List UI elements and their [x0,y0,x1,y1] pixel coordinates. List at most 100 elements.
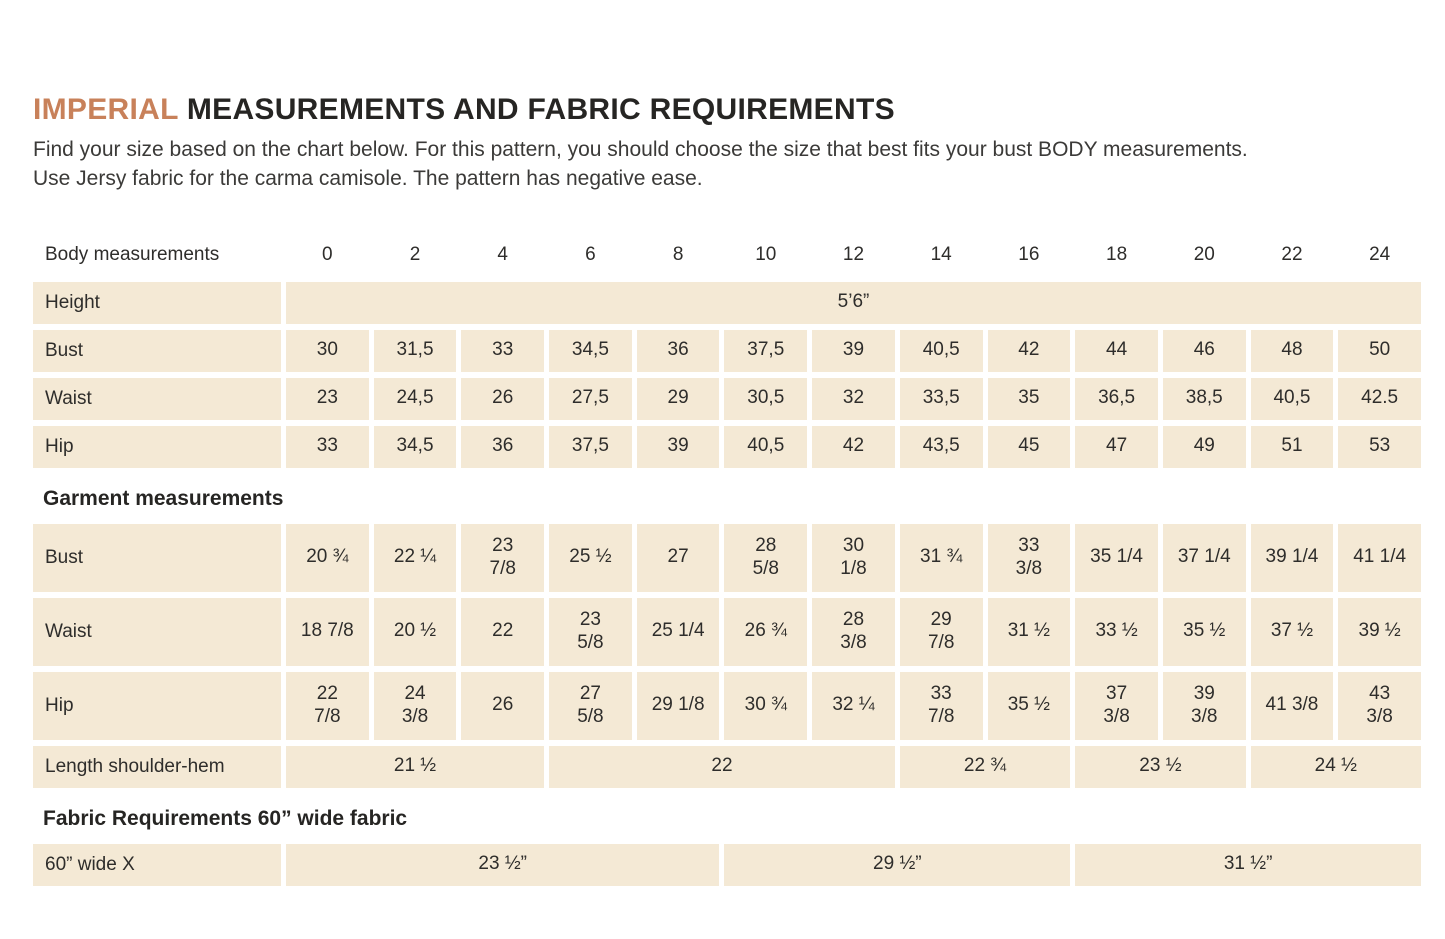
table-cell: 37 3/8 [1075,671,1158,740]
table-cell: 25 ½ [549,523,632,592]
table-cell: 31,5 [373,329,457,372]
table-cell: 36 [461,425,545,468]
table-cell: 5’6” [286,281,1421,324]
table-cell: 22 ¾ [899,745,1071,788]
table-row: Bust 20 ¾ 22 ¼ 23 7/8 25 ½ 27 28 5/8 30 1/8 31 ¾… [33,523,1421,592]
table-cell: 40,5 [724,425,808,468]
table-cell: 42.5 [1338,377,1421,420]
table-cell: 29 7/8 [899,597,983,666]
size-column-header: 10 [755,243,777,265]
table-cell: 27,5 [549,377,632,420]
table-row: Waist 23 24,5 26 27,5 29 30,5 32 33,5 35 36,5 38,5 4… [33,377,1421,420]
table-cell: 28 3/8 [812,597,895,666]
table-cell: 26 [461,377,545,420]
table-cell: 53 [1338,425,1421,468]
table-cell: 49 [1162,425,1246,468]
table-cell: 35 ½ [1162,597,1246,666]
table-row: Length shoulder-hem 21 ½ 22 22 ¾ 23 ½ 24 ½ [33,745,1421,788]
subtitle-line-1: Find your size based on the chart below.… [33,137,1248,161]
table-cell: 42 [812,425,895,468]
table-cell: 51 [1250,425,1334,468]
row-label: Waist [33,597,281,666]
table-cell: 32 [812,377,895,420]
table-cell: 28 5/8 [724,523,808,592]
table-cell: 23 7/8 [461,523,545,592]
table-cell: 26 ¾ [724,597,808,666]
table-cell: 22 [461,597,545,666]
table-cell: 23 ½ [1075,745,1246,788]
table-cell: 33 7/8 [899,671,983,740]
size-chart-table: Body measurements 0 2 4 6 8 10 12 14 16 18 20 22 24 He… [33,237,1421,886]
table-cell: 37,5 [549,425,632,468]
row-label: Bust [33,329,281,372]
table-cell: 47 [1075,425,1158,468]
page-title: IMPERIAL MEASUREMENTS AND FABRIC REQUIRE… [33,94,1421,126]
table-row: Hip 22 7/8 24 3/8 26 27 5/8 29 1/8 30 ¾ 32 ¼ 33 … [33,671,1421,740]
row-label: Bust [33,523,281,592]
size-column-header: 4 [497,243,508,265]
table-row: Bust 30 31,5 33 34,5 36 37,5 39 40,5 42 44 46 48 50 [33,329,1421,372]
table-cell: 41 3/8 [1250,671,1334,740]
table-cell: 33 ½ [1075,597,1158,666]
table-cell: 36 [636,329,720,372]
table-cell: 20 ½ [373,597,457,666]
size-column-header: 0 [322,243,333,265]
table-cell: 22 ¼ [373,523,457,592]
table-cell: 33,5 [899,377,983,420]
row-label: Height [33,281,281,324]
table-cell: 30 ¾ [724,671,808,740]
size-column-header: 22 [1281,243,1303,265]
title-accent: IMPERIAL [33,93,179,126]
table-cell: 21 ½ [286,745,545,788]
table-cell: 18 7/8 [286,597,369,666]
table-cell: 44 [1075,329,1158,372]
table-cell: 35 [987,377,1071,420]
table-row: Waist 18 7/8 20 ½ 22 23 5/8 25 1/4 26 ¾ 28 3/8 2… [33,597,1421,666]
table-cell: 27 5/8 [549,671,632,740]
subtitle-line-2: Use Jersy fabric for the carma camisole.… [33,166,703,190]
size-column-header: 2 [409,243,421,265]
table-cell: 50 [1338,329,1421,372]
table-cell: 35 ½ [987,671,1071,740]
table-cell: 34,5 [373,425,457,468]
table-cell: 41 1/4 [1338,523,1421,592]
table-cell: 37 ½ [1250,597,1334,666]
table-cell: 30 [286,329,369,372]
size-column-header: 8 [672,243,684,265]
table-cell: 23 ½” [286,843,720,886]
table-row: 60” wide X 23 ½” 29 ½” 31 ½” [33,843,1421,886]
table-cell: 34,5 [549,329,632,372]
size-column-header: 6 [585,243,596,265]
row-label: Hip [33,425,281,468]
table-cell: 40,5 [1250,377,1334,420]
table-cell: 32 ¼ [812,671,895,740]
table-cell: 37 1/4 [1162,523,1246,592]
row-label: 60” wide X [33,843,281,886]
table-cell: 36,5 [1075,377,1158,420]
body-measurements-label: Body measurements [45,243,220,265]
table-cell: 29 1/8 [636,671,720,740]
page-subtitle: Find your size based on the chart below.… [33,135,1421,193]
table-cell: 35 1/4 [1075,523,1158,592]
table-cell: 29 ½” [724,843,1071,886]
table-row: Hip 33 34,5 36 37,5 39 40,5 42 43,5 45 47 49 51 53 [33,425,1421,468]
table-cell: 43 3/8 [1338,671,1421,740]
row-label: Length shoulder-hem [33,745,281,788]
table-cell: 25 1/4 [636,597,720,666]
table-cell: 33 3/8 [987,523,1071,592]
table-cell: 31 ¾ [899,523,983,592]
title-rest: MEASUREMENTS AND FABRIC REQUIREMENTS [178,93,895,126]
table-cell: 33 [461,329,545,372]
section-title: Fabric Requirements 60” wide fabric [43,806,408,830]
row-label: Hip [33,671,281,740]
table-cell: 23 5/8 [549,597,632,666]
row-label: Waist [33,377,281,420]
table-cell: 40,5 [899,329,983,372]
table-cell: 39 1/4 [1250,523,1334,592]
table-cell: 38,5 [1162,377,1246,420]
table-cell: 29 [636,377,720,420]
table-cell: 31 ½” [1075,843,1421,886]
table-cell: 31 ½ [987,597,1071,666]
size-column-header: 12 [842,243,865,265]
table-cell: 42 [987,329,1071,372]
